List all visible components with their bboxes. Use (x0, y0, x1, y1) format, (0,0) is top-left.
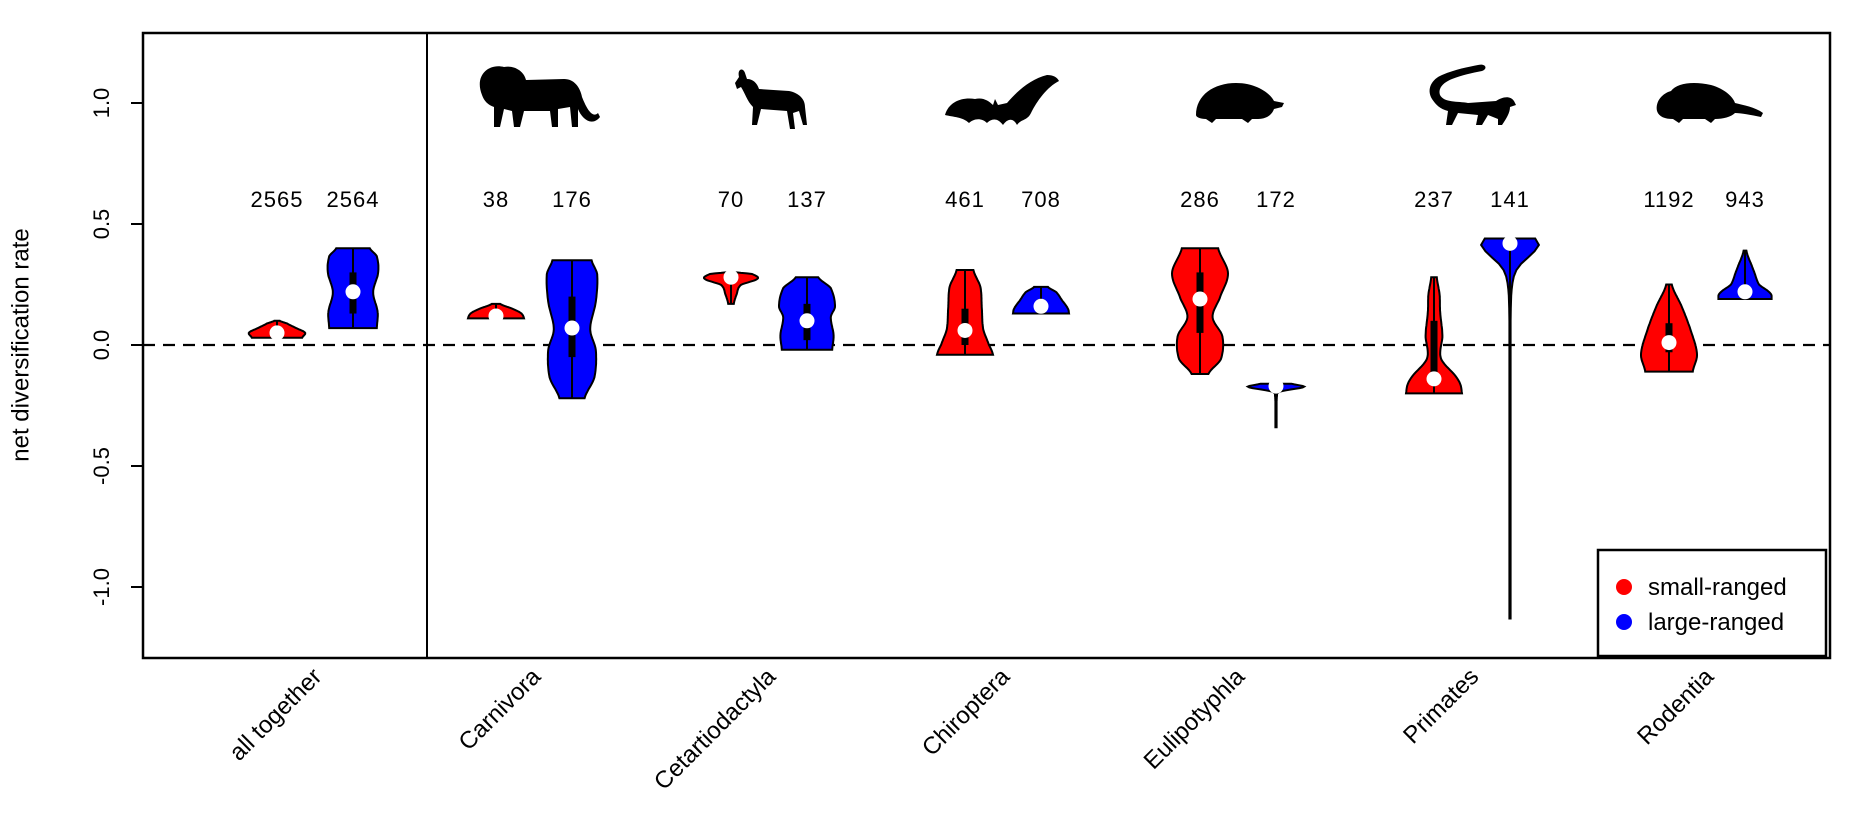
violin-median-small (723, 269, 739, 285)
category-label: Chiroptera (917, 663, 1016, 762)
violin-median-small (1426, 371, 1442, 387)
group-cetartiodactyla: 70 137 (703, 69, 836, 351)
group-primates: 237 141 (1404, 64, 1541, 620)
y-tick-label: 0.5 (89, 209, 114, 240)
category-label: Cetartiodactyla (649, 663, 782, 796)
violin-large-4 (1245, 378, 1307, 429)
legend-swatch-large (1616, 614, 1632, 630)
violin-median-small (1661, 335, 1677, 351)
violin-large-3 (1011, 285, 1071, 315)
violin-large-5 (1479, 235, 1541, 620)
violin-median-small (269, 325, 285, 341)
lion-icon (479, 66, 600, 127)
category-label: Eulipotyphla (1139, 663, 1251, 775)
sample-size-small: 237 (1414, 187, 1454, 212)
mole-icon (1196, 83, 1284, 123)
legend-label-large: large-ranged (1648, 609, 1784, 636)
group-carnivora: 38 176 (466, 66, 600, 400)
y-tick-label: -0.5 (89, 447, 114, 485)
violin-median-large (564, 320, 580, 336)
violin-median-small (488, 308, 504, 324)
violin-small-0 (247, 319, 307, 341)
violin-small-5 (1404, 276, 1464, 395)
legend-label-small: small-ranged (1648, 574, 1787, 601)
group-chiroptera: 461 708 (935, 75, 1071, 356)
plot-area: 2565 2564 38 176 70 137 461 708 286 172 237 141 1192… (143, 64, 1830, 620)
violin-median-large (799, 313, 815, 329)
sample-size-small: 286 (1180, 187, 1220, 212)
legend: small-ranged large-ranged (1596, 548, 1828, 658)
sample-size-large: 943 (1725, 187, 1765, 212)
sample-size-large: 137 (787, 187, 827, 212)
violin-large-6 (1717, 249, 1773, 300)
beaver-icon (1656, 83, 1763, 123)
category-label: Carnivora (454, 663, 547, 756)
sample-size-large: 141 (1490, 187, 1530, 212)
violin-large-0 (326, 247, 380, 330)
sample-size-large: 708 (1021, 187, 1061, 212)
violin-median-small (1192, 291, 1208, 307)
violin-median-small (957, 322, 973, 338)
violin-median-large (1033, 298, 1049, 314)
group-rodentia: 1192 943 (1640, 83, 1773, 373)
category-label: Primates (1398, 663, 1484, 749)
sample-size-small: 70 (718, 187, 744, 212)
violin-small-6 (1640, 283, 1698, 373)
violin-large-2 (778, 276, 836, 351)
sample-size-small: 1192 (1643, 187, 1694, 212)
goat-icon (735, 69, 807, 129)
sample-size-small: 461 (945, 187, 985, 212)
violin-large-1 (545, 259, 599, 400)
category-label: all together (224, 663, 327, 766)
group-all-together: 2565 2564 (247, 187, 380, 341)
y-tick-label: 0.0 (89, 330, 114, 361)
axes: all together Carnivora Cetartiodactyla Chir… (7, 31, 1832, 796)
bat-icon (945, 75, 1059, 125)
sample-size-small: 2565 (251, 187, 304, 212)
violin-small-1 (466, 302, 526, 324)
sample-size-large: 176 (552, 187, 592, 212)
violin-small-3 (935, 269, 995, 356)
sample-size-small: 38 (483, 187, 509, 212)
sample-size-large: 2564 (327, 187, 380, 212)
lemur-icon (1429, 64, 1516, 125)
violin-median-large (1737, 284, 1753, 300)
violin-median-large (1502, 235, 1518, 251)
category-label: Rodentia (1632, 663, 1719, 750)
violin-median-large (345, 284, 361, 300)
y-tick-label: -1.0 (89, 568, 114, 606)
legend-box (1596, 548, 1828, 658)
violin-small-2 (703, 269, 759, 305)
violin-median-large (1268, 378, 1284, 394)
violin-iqr-small (1430, 320, 1438, 382)
y-tick-label: 1.0 (89, 88, 114, 119)
y-axis-title: net diversification rate (7, 228, 34, 461)
violin-small-4 (1170, 247, 1230, 375)
sample-size-large: 172 (1256, 187, 1296, 212)
group-eulipotyphla: 286 172 (1170, 83, 1307, 429)
legend-swatch-small (1616, 579, 1632, 595)
